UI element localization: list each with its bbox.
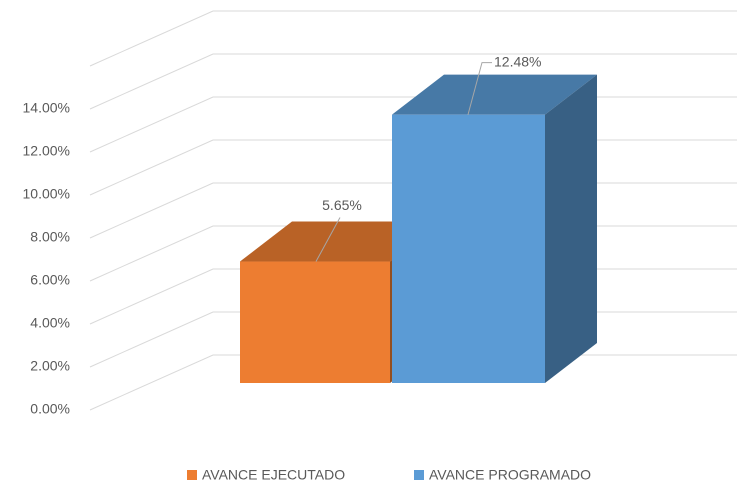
y-tick-label: 12.00% bbox=[23, 143, 70, 159]
y-tick-label: 8.00% bbox=[30, 229, 70, 245]
leader-line bbox=[467, 62, 492, 115]
y-tick-label: 2.00% bbox=[30, 358, 70, 374]
data-label: 5.65% bbox=[322, 197, 362, 213]
grid-line bbox=[89, 53, 737, 110]
y-tick-label: 4.00% bbox=[30, 315, 70, 331]
y-tick-label: 14.00% bbox=[23, 100, 70, 116]
leader-line bbox=[315, 217, 341, 262]
bar-side bbox=[545, 74, 597, 384]
bar-top bbox=[392, 74, 597, 115]
y-tick-label: 0.00% bbox=[30, 401, 70, 417]
legend-swatch bbox=[187, 470, 197, 480]
y-tick-label: 10.00% bbox=[23, 186, 70, 202]
y-tick-label: 6.00% bbox=[30, 272, 70, 288]
legend-label: AVANCE EJECUTADO bbox=[202, 467, 345, 483]
data-label: 12.48% bbox=[494, 53, 541, 69]
grid-line bbox=[89, 10, 737, 67]
bar bbox=[240, 261, 390, 383]
legend-swatch bbox=[414, 470, 424, 480]
bar bbox=[392, 114, 545, 384]
legend-label: AVANCE PROGRAMADO bbox=[429, 467, 591, 483]
bar-top bbox=[240, 221, 442, 262]
